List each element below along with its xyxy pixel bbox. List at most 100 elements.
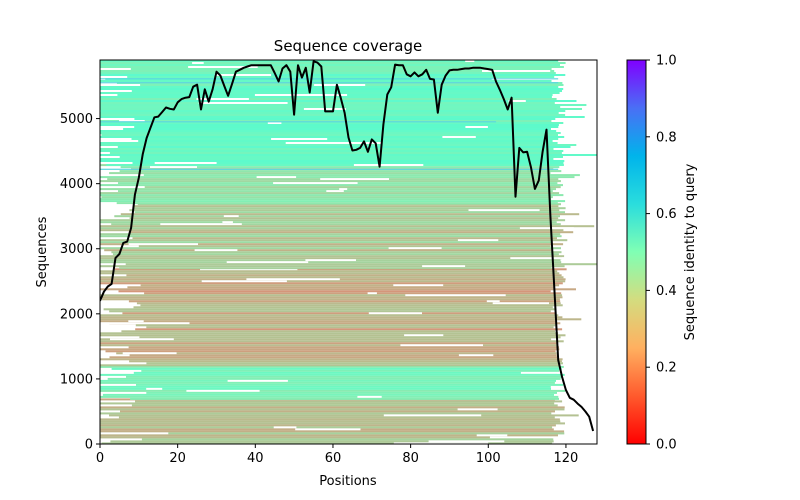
heatmap-row bbox=[114, 215, 561, 218]
heatmap-row bbox=[101, 196, 553, 199]
heatmap-gap bbox=[100, 322, 190, 325]
y-tick-label: 2000 bbox=[60, 307, 93, 322]
heatmap-row bbox=[100, 74, 566, 76]
heatmap-row bbox=[100, 124, 559, 126]
heatmap-row bbox=[100, 102, 555, 104]
heatmap-gap bbox=[223, 215, 239, 218]
heatmap-row bbox=[100, 434, 558, 437]
heatmap-row bbox=[138, 140, 553, 142]
heatmap-row bbox=[132, 207, 566, 210]
heatmap-row bbox=[100, 296, 563, 299]
heatmap-row bbox=[109, 322, 561, 325]
heatmap-gap bbox=[271, 138, 328, 140]
heatmap-row bbox=[110, 440, 554, 443]
heatmap-row bbox=[126, 375, 563, 378]
heatmap-gap bbox=[273, 426, 297, 429]
heatmap-gap bbox=[353, 164, 424, 166]
heatmap-row bbox=[133, 306, 553, 309]
heatmap-row bbox=[132, 237, 557, 240]
x-tick-label: 60 bbox=[325, 451, 342, 466]
heatmap-row bbox=[105, 350, 556, 353]
heatmap-gap bbox=[122, 352, 177, 355]
heatmap-row bbox=[100, 198, 552, 201]
heatmap-row bbox=[100, 100, 577, 102]
heatmap-row bbox=[100, 158, 554, 160]
heatmap-row bbox=[100, 192, 560, 195]
colorbar-tick-label: 0.6 bbox=[656, 207, 677, 222]
heatmap-row bbox=[100, 381, 555, 384]
heatmap-gap bbox=[273, 182, 358, 185]
heatmap-gap bbox=[128, 243, 198, 246]
heatmap-gap bbox=[404, 334, 444, 337]
y-tick-label: 3000 bbox=[60, 242, 93, 257]
x-tick-label: 0 bbox=[96, 451, 104, 466]
heatmap-row bbox=[100, 385, 551, 388]
heatmap-row bbox=[100, 241, 553, 244]
heatmap-gap bbox=[188, 66, 258, 68]
heatmap-gap bbox=[400, 344, 483, 347]
heatmap-row bbox=[100, 150, 564, 152]
y-tick-label: 5000 bbox=[60, 112, 93, 127]
heatmap-gap bbox=[254, 94, 348, 96]
heatmap-row bbox=[138, 245, 551, 248]
heatmap-row bbox=[100, 70, 555, 72]
colorbar-tick-label: 0.8 bbox=[656, 130, 677, 145]
heatmap-gap bbox=[305, 259, 356, 262]
colorbar-gradient bbox=[626, 59, 647, 445]
heatmap-gap bbox=[256, 176, 297, 179]
heatmap-row bbox=[100, 340, 564, 343]
heatmap-row bbox=[107, 377, 561, 380]
heatmap-row bbox=[100, 412, 552, 415]
heatmap-row bbox=[101, 442, 553, 444]
heatmap-gap bbox=[160, 223, 242, 226]
heatmap-row bbox=[100, 66, 564, 68]
heatmap-row bbox=[118, 416, 555, 419]
heatmap-row bbox=[125, 263, 597, 266]
heatmap-gap bbox=[393, 442, 489, 444]
heatmap-row bbox=[123, 128, 551, 130]
heatmap-gap bbox=[458, 354, 494, 357]
heatmap-gap bbox=[201, 280, 287, 283]
heatmap-row bbox=[126, 274, 562, 277]
colorbar-ticks: 0.0 0.2 0.4 0.6 0.8 1.0 bbox=[646, 54, 677, 453]
heatmap-row bbox=[140, 284, 560, 287]
coverage-line-layer bbox=[100, 60, 595, 432]
heatmap-gap bbox=[486, 300, 500, 303]
heatmap-gap bbox=[267, 122, 282, 124]
heatmap-gap bbox=[295, 428, 361, 431]
heatmap-gap bbox=[314, 84, 366, 86]
heatmap-row bbox=[100, 320, 557, 323]
heatmap-gap bbox=[465, 60, 475, 62]
heatmap-gap bbox=[357, 395, 382, 398]
heatmap-gap bbox=[214, 74, 272, 76]
heatmap-gap bbox=[119, 120, 145, 122]
heatmap-row bbox=[134, 205, 559, 208]
heatmap-row bbox=[100, 86, 559, 88]
heatmap-row-high-identity bbox=[100, 82, 559, 84]
heatmap-row bbox=[100, 112, 559, 114]
heatmap-gap bbox=[393, 284, 444, 287]
heatmap-row bbox=[100, 235, 562, 238]
heatmap-gap bbox=[326, 190, 344, 193]
heatmap-gap bbox=[368, 312, 422, 315]
heatmap-row bbox=[100, 96, 552, 98]
heatmap-row bbox=[100, 387, 551, 390]
heatmap-row bbox=[109, 356, 558, 359]
heatmap-row bbox=[119, 170, 562, 173]
heatmap-row bbox=[136, 302, 561, 305]
heatmap-row bbox=[135, 400, 563, 403]
heatmap-row bbox=[128, 346, 559, 349]
heatmap-row bbox=[100, 144, 577, 146]
heatmap-row bbox=[100, 402, 555, 405]
heatmap-gap bbox=[457, 408, 498, 411]
heatmap-row bbox=[130, 397, 559, 400]
heatmap-row bbox=[100, 265, 565, 268]
heatmap-row bbox=[117, 146, 571, 148]
coverage-line bbox=[100, 60, 595, 432]
heatmap-row bbox=[100, 200, 566, 203]
y-tick-label: 4000 bbox=[60, 177, 93, 192]
heatmap-row bbox=[100, 338, 552, 341]
colorbar: 0.0 0.2 0.4 0.6 0.8 1.0 Sequence identity to … bbox=[626, 54, 698, 453]
heatmap-row bbox=[100, 318, 582, 321]
